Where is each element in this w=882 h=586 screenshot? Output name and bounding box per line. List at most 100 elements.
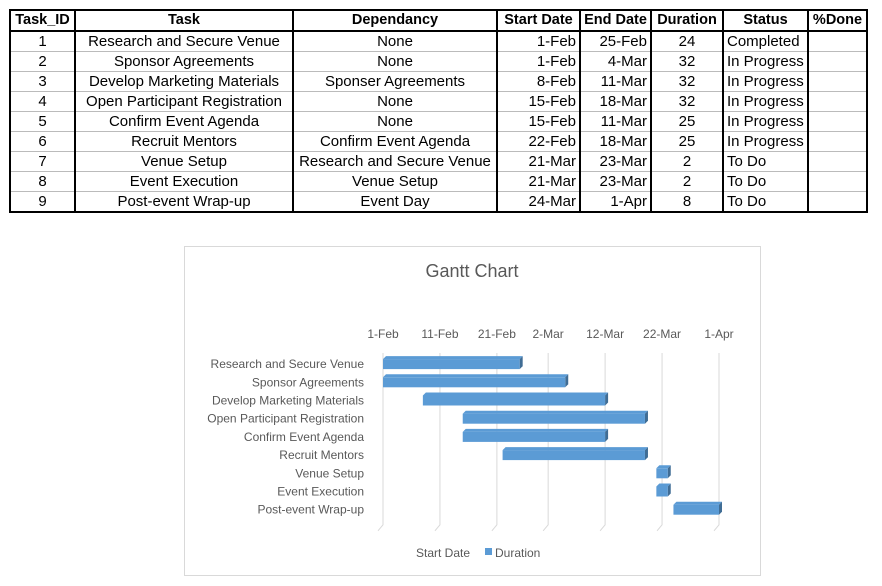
duration-bar-front	[656, 468, 668, 479]
table-cell: 1-Feb	[496, 51, 581, 72]
category-label: Sponsor Agreements	[252, 375, 364, 389]
x-tick-label: 11-Feb	[421, 327, 458, 341]
x-tick-label: 12-Mar	[586, 327, 624, 341]
duration-bar-front	[462, 413, 645, 424]
duration-bar	[673, 501, 722, 515]
duration-bar	[462, 428, 609, 442]
table-cell: 3	[9, 71, 76, 92]
table-cell: 11-Mar	[579, 71, 652, 92]
duration-bar-side	[519, 356, 523, 370]
column-header: %Done	[807, 9, 868, 32]
table-cell: 11-Mar	[579, 111, 652, 132]
duration-bar-side	[644, 410, 648, 424]
duration-bar-front	[502, 450, 645, 461]
legend-duration-swatch	[485, 548, 492, 555]
table-cell: Post-event Wrap-up	[74, 191, 294, 213]
category-label: Post-event Wrap-up	[258, 503, 365, 517]
duration-bar-front	[462, 431, 606, 442]
table-cell: 25-Feb	[579, 30, 652, 52]
table-cell: 18-Mar	[579, 91, 652, 112]
table-cell: 15-Feb	[496, 91, 581, 112]
x-tick-label: 21-Feb	[478, 327, 516, 341]
table-cell: To Do	[722, 191, 809, 213]
table-cell	[807, 131, 868, 152]
x-tick-label: 22-Mar	[643, 327, 681, 341]
table-cell: In Progress	[722, 131, 809, 152]
x-tick-label: 1-Feb	[367, 327, 399, 341]
duration-bar-side	[565, 374, 569, 388]
column-header: Duration	[650, 9, 724, 32]
table-cell: None	[292, 30, 498, 52]
table-cell: Develop Marketing Materials	[74, 71, 294, 92]
table-cell	[807, 30, 868, 52]
table-cell: 8-Feb	[496, 71, 581, 92]
table-cell: Confirm Event Agenda	[292, 131, 498, 152]
duration-bar-top	[656, 465, 671, 469]
table-row: 5 Confirm Event Agenda None 15-Feb 11-Mar 25 I…	[9, 111, 868, 132]
table-cell: 8	[650, 191, 724, 213]
column-header: Status	[722, 9, 809, 32]
duration-bar-side	[719, 501, 722, 515]
table-cell: None	[292, 91, 498, 112]
category-label: Develop Marketing Materials	[212, 394, 364, 408]
category-label: Event Execution	[277, 485, 364, 499]
table-cell: Open Participant Registration	[74, 91, 294, 112]
table-cell: 32	[650, 51, 724, 72]
table-row: 9 Post-event Wrap-up Event Day 24-Mar 1-Apr 8…	[9, 191, 868, 213]
table-cell: Event Day	[292, 191, 498, 213]
table-cell: 9	[9, 191, 76, 213]
gridline	[434, 353, 441, 532]
table-cell: To Do	[722, 151, 809, 172]
gridline	[599, 353, 606, 532]
table-cell: Research and Secure Venue	[74, 30, 294, 52]
table-cell: Recruit Mentors	[74, 131, 294, 152]
table-cell: In Progress	[722, 111, 809, 132]
table-cell: 1-Apr	[579, 191, 652, 213]
table-cell: 24-Mar	[496, 191, 581, 213]
column-header: Start Date	[496, 9, 581, 32]
duration-bar-front	[673, 504, 719, 515]
table-cell: None	[292, 111, 498, 132]
duration-bar-side	[667, 465, 671, 479]
table-row: 6 Recruit Mentors Confirm Event Agenda 22-F…	[9, 131, 868, 152]
gridline	[377, 353, 384, 532]
category-label: Research and Secure Venue	[211, 357, 365, 371]
task-table: Task_ID Task Dependancy Start Date End Date D…	[9, 9, 868, 213]
table-row: 3 Develop Marketing Materials Sponser Agre…	[9, 71, 868, 92]
table-cell: 23-Mar	[579, 151, 652, 172]
table-cell: Venue Setup	[292, 171, 498, 192]
table-cell	[807, 191, 868, 213]
category-label: Confirm Event Agenda	[244, 430, 364, 444]
x-tick-label: 1-Apr	[704, 327, 733, 341]
chart-legend: Start Date Duration	[416, 546, 540, 560]
table-cell: 18-Mar	[579, 131, 652, 152]
table-cell: 24	[650, 30, 724, 52]
table-cell	[807, 71, 868, 92]
duration-bars	[383, 356, 722, 515]
column-header: End Date	[579, 9, 652, 32]
duration-bar-top	[422, 392, 609, 396]
table-cell: 2	[650, 151, 724, 172]
table-cell: 25	[650, 131, 724, 152]
legend-duration: Duration	[495, 546, 540, 560]
duration-bar	[656, 483, 671, 497]
table-header-row: Task_ID Task Dependancy Start Date End Date D…	[9, 9, 868, 32]
table-cell: Completed	[722, 30, 809, 52]
table-cell: Sponser Agreements	[292, 71, 498, 92]
table-cell	[807, 171, 868, 192]
table-cell: In Progress	[722, 71, 809, 92]
gridline	[713, 353, 720, 532]
table-cell: 25	[650, 111, 724, 132]
duration-bar-side	[667, 483, 671, 497]
category-labels: Research and Secure Venue Sponsor Agreeme…	[207, 357, 364, 517]
column-header: Task	[74, 9, 294, 32]
column-header: Dependancy	[292, 9, 498, 32]
table-cell: Venue Setup	[74, 151, 294, 172]
table-cell: 1	[9, 30, 76, 52]
duration-bar	[502, 447, 648, 461]
column-header: Task_ID	[9, 9, 76, 32]
table-cell: 21-Mar	[496, 171, 581, 192]
duration-bar-top	[462, 428, 609, 432]
x-tick-label: 2-Mar	[532, 327, 563, 341]
table-cell: Confirm Event Agenda	[74, 111, 294, 132]
